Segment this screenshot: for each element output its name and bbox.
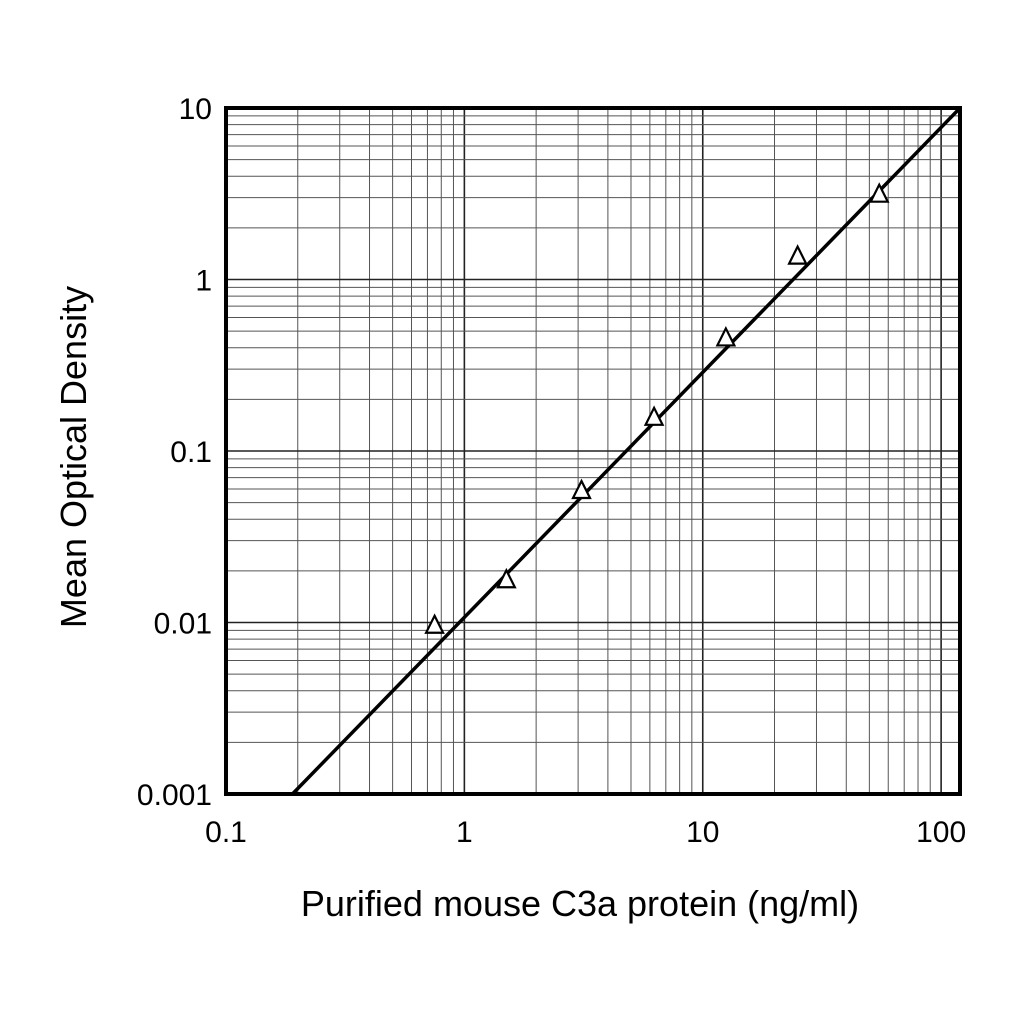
data-point [787, 244, 808, 265]
x-tick-label: 1 [456, 816, 473, 849]
data-point [868, 182, 890, 203]
data-point [715, 325, 737, 347]
x-tick-label: 100 [916, 816, 966, 849]
x-tick-label: 10 [686, 816, 719, 849]
x-tick-label: 0.1 [205, 816, 247, 849]
data-point [643, 405, 665, 426]
data-point [424, 613, 445, 634]
fit-line-group [291, 106, 962, 796]
data-point [571, 478, 592, 500]
plot-frame [224, 106, 962, 796]
y-tick-label: 0.01 [154, 608, 212, 641]
y-axis-title: Mean Optical Density [53, 286, 94, 628]
y-tick-label: 0.1 [170, 436, 212, 469]
fit-line [291, 106, 962, 796]
data-point [496, 567, 517, 589]
x-tick-labels: 0.1 1 10 100 [205, 816, 966, 849]
y-tick-label: 1 [195, 265, 212, 298]
y-tick-labels: 0.001 0.01 0.1 1 10 [137, 93, 212, 812]
y-tick-label: 0.001 [137, 779, 212, 812]
x-axis-title: Purified mouse C3a protein (ng/ml) [301, 883, 859, 924]
y-tick-label: 10 [179, 93, 212, 126]
data-points [424, 182, 890, 634]
grid-lines [226, 108, 960, 794]
